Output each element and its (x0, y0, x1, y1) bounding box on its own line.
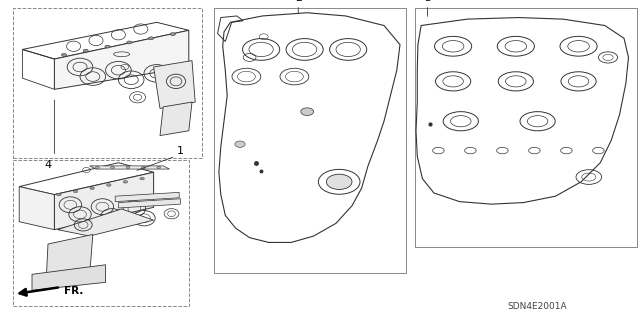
Ellipse shape (326, 174, 352, 189)
Polygon shape (19, 187, 54, 230)
Ellipse shape (140, 177, 145, 180)
Ellipse shape (56, 193, 61, 196)
Ellipse shape (157, 167, 161, 168)
Ellipse shape (126, 167, 130, 168)
Polygon shape (115, 192, 179, 202)
Text: 1: 1 (177, 146, 184, 156)
Polygon shape (160, 102, 192, 136)
Ellipse shape (61, 54, 67, 56)
Ellipse shape (127, 41, 132, 44)
Polygon shape (154, 61, 195, 108)
Polygon shape (118, 199, 180, 208)
Polygon shape (32, 265, 106, 290)
Ellipse shape (106, 184, 111, 186)
Ellipse shape (105, 45, 110, 48)
Text: SDN4E2001A: SDN4E2001A (508, 302, 568, 311)
Ellipse shape (301, 108, 314, 115)
Ellipse shape (123, 181, 128, 183)
Polygon shape (58, 209, 154, 236)
Ellipse shape (148, 37, 154, 40)
Polygon shape (54, 172, 154, 230)
Bar (13, 8, 202, 158)
Bar (13, 160, 189, 306)
Ellipse shape (95, 167, 99, 168)
Text: 4: 4 (44, 160, 51, 169)
Polygon shape (46, 234, 93, 282)
Ellipse shape (90, 187, 95, 189)
Ellipse shape (73, 190, 78, 193)
Ellipse shape (235, 141, 245, 147)
Polygon shape (90, 166, 170, 169)
Polygon shape (54, 30, 189, 89)
Text: 3: 3 (424, 0, 431, 3)
Ellipse shape (111, 167, 115, 168)
Bar (214, 8, 406, 273)
Text: FR.: FR. (64, 286, 83, 296)
Ellipse shape (170, 33, 175, 35)
Bar (415, 8, 637, 247)
Ellipse shape (83, 49, 88, 52)
Text: 2: 2 (294, 0, 302, 3)
Ellipse shape (141, 167, 145, 168)
